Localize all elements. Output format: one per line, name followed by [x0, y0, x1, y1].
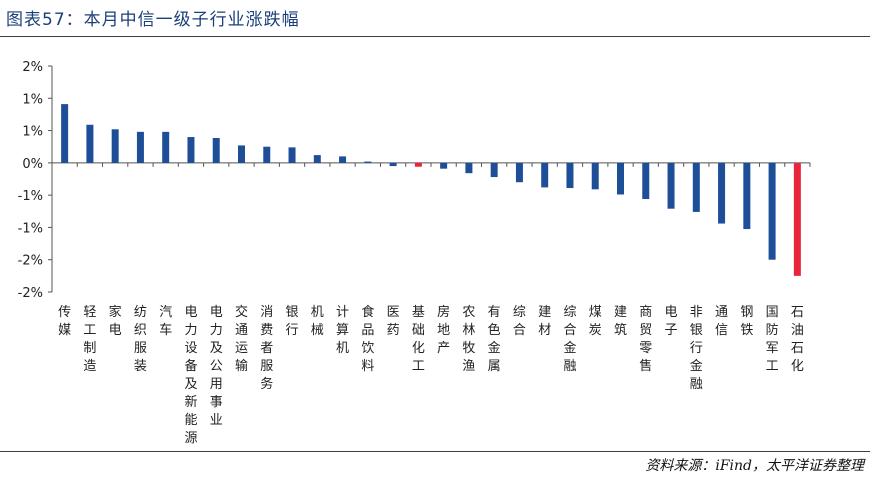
bar-4: [136, 131, 144, 163]
x-tick-label: 汽车: [159, 305, 172, 338]
bar-7: [212, 137, 220, 163]
bar-21: [566, 162, 574, 189]
x-tick-label: 非银行金融: [690, 305, 703, 392]
bar-1: [61, 104, 69, 163]
bar-13: [364, 161, 372, 163]
y-tick-label: 2%: [22, 60, 43, 75]
x-tick-label: 电子: [665, 305, 678, 338]
bar-24: [642, 162, 650, 200]
bar-19: [515, 162, 523, 183]
x-tick-label: 银行: [286, 305, 299, 338]
x-tick-label: 综合: [513, 305, 526, 338]
bar-12: [339, 156, 347, 163]
bar-2: [86, 124, 94, 163]
figure-title: 图表57：本月中信一级子行业涨跌幅: [6, 10, 300, 30]
x-tick-label: 钢铁: [740, 305, 753, 338]
x-tick-label: 综合金融: [563, 305, 576, 374]
bar-29: [768, 162, 776, 260]
bar-17: [465, 162, 473, 174]
x-tick-label: 基础化工: [412, 305, 425, 374]
x-tick-label: 建材: [538, 305, 551, 338]
bar-10: [288, 147, 296, 163]
bar-18: [490, 162, 498, 178]
bar-chart: 2% 1% 1% 0% -1% -1% -2% -2% 传媒轻工制造家电纺织服装汽车电力设备及…: [18, 60, 811, 446]
bar-15: [414, 162, 422, 167]
bar-6: [187, 137, 195, 163]
bar-28: [743, 162, 751, 230]
x-tick-label: 纺织服装: [134, 305, 147, 374]
x-tick-label: 家电: [109, 304, 122, 338]
x-tick-label: 传媒: [58, 305, 71, 338]
y-tick-label: -2%: [18, 254, 43, 269]
bar-11: [313, 155, 321, 163]
x-tick-label: 轻工制造: [83, 305, 96, 374]
bar-3: [111, 129, 119, 163]
x-tick-label: 机械: [311, 305, 324, 338]
x-tick-label: 交通运输: [235, 304, 248, 374]
x-tick-label: 电力设备及新能源: [184, 305, 197, 446]
x-tick-label: 计算机: [336, 305, 349, 356]
bar-20: [541, 162, 549, 188]
bar-30: [793, 162, 801, 276]
top-rule: [0, 36, 870, 37]
y-tick-label: -2%: [18, 286, 43, 301]
bottom-rule: [0, 451, 870, 452]
x-tick-label: 农林牧渔: [462, 305, 475, 374]
y-tick-label: 1%: [22, 125, 43, 140]
x-tick-label: 建筑: [614, 305, 627, 338]
x-tick-label: 石油石化: [791, 305, 804, 374]
source-note: 资料来源：iFind，太平洋证券整理: [645, 458, 864, 474]
x-tick-label: 有色金属: [488, 305, 501, 374]
y-tick-label: -1%: [18, 189, 43, 204]
y-axis: 2% 1% 1% 0% -1% -1% -2% -2%: [18, 60, 810, 301]
x-tick-label: 商贸零售: [639, 305, 652, 374]
bar-14: [389, 162, 397, 167]
y-tick-label: 1%: [22, 92, 43, 107]
x-axis-labels: 传媒轻工制造家电纺织服装汽车电力设备及新能源电力及公用事业交通运输消费者服务银行…: [58, 162, 811, 446]
x-tick-label: 国防军工: [766, 305, 779, 374]
bar-5: [162, 131, 170, 163]
bar-27: [718, 162, 726, 224]
bars: [61, 104, 801, 276]
x-tick-label: 医药: [387, 305, 400, 338]
bar-25: [667, 162, 675, 209]
x-tick-label: 房地产: [437, 304, 450, 356]
bar-16: [440, 162, 448, 169]
bar-8: [238, 145, 245, 163]
bar-22: [591, 162, 599, 190]
y-tick-label: -1%: [18, 221, 43, 236]
x-tick-label: 通信: [715, 305, 728, 338]
y-tick-label: 0%: [22, 157, 43, 172]
x-tick-label: 电力及公用事业: [210, 305, 223, 428]
x-tick-label: 消费者服务: [260, 305, 273, 392]
x-tick-label: 食品饮料: [361, 304, 374, 374]
x-tick-label: 煤炭: [589, 305, 602, 338]
bar-23: [617, 162, 624, 195]
bar-26: [692, 162, 700, 212]
bar-9: [263, 146, 271, 163]
